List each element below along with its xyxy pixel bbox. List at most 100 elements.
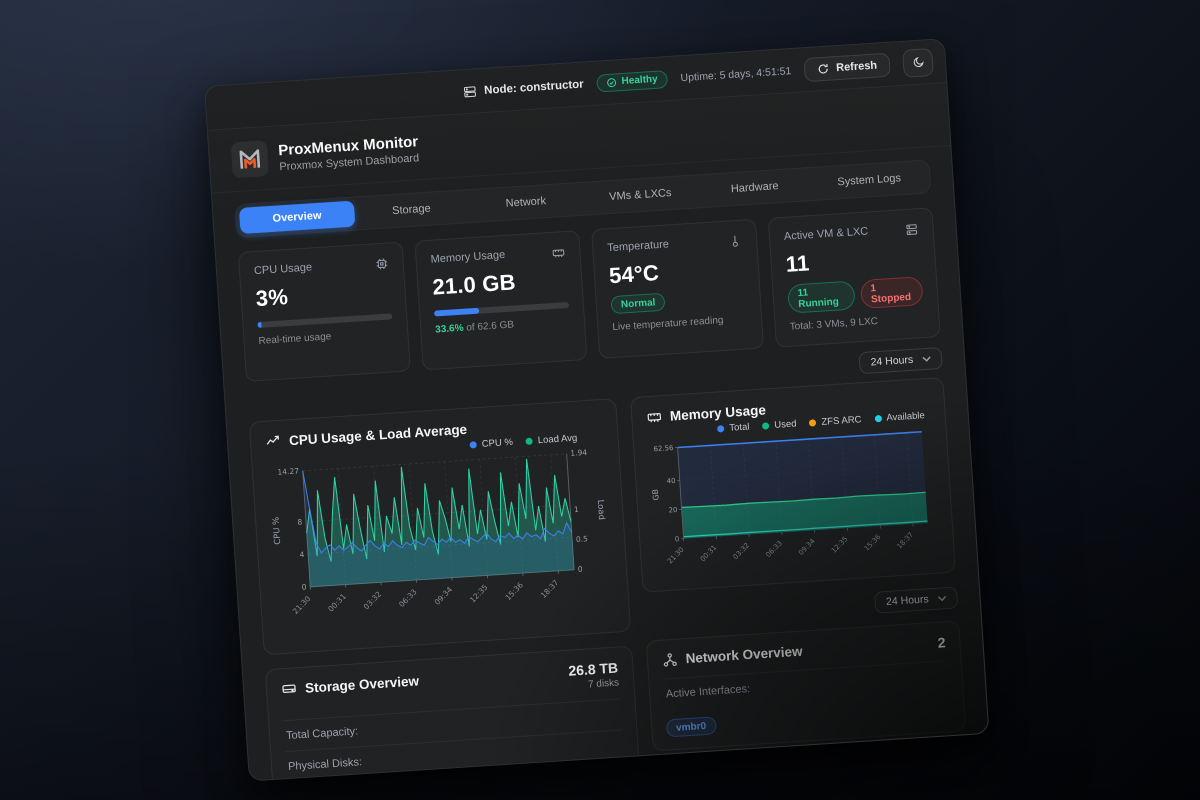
storage-total-value: 26.8 TB bbox=[567, 659, 619, 679]
time-range-select[interactable]: 24 Hours bbox=[858, 346, 943, 375]
svg-text:09:34: 09:34 bbox=[433, 585, 455, 607]
svg-text:03:32: 03:32 bbox=[731, 541, 751, 561]
network-interfaces-count: 2 bbox=[937, 633, 946, 651]
svg-text:06:33: 06:33 bbox=[397, 587, 419, 609]
memory-value: 21.0 GB bbox=[431, 269, 517, 300]
tab-hardware[interactable]: Hardware bbox=[730, 180, 779, 196]
temperature-status-badge: Normal bbox=[610, 292, 666, 315]
legend-dot-load bbox=[525, 437, 534, 445]
svg-text:06:33: 06:33 bbox=[764, 539, 784, 559]
legend-dot-used bbox=[762, 422, 770, 430]
network-title: Network Overview bbox=[685, 643, 803, 667]
chevron-down-icon bbox=[937, 595, 947, 601]
svg-text:14.27: 14.27 bbox=[277, 466, 299, 476]
legend-dot-zfs bbox=[809, 419, 817, 427]
svg-text:18:37: 18:37 bbox=[539, 578, 561, 600]
cpu-load-chart-card: CPU Usage & Load Average CPU % Load Avg … bbox=[248, 398, 631, 656]
svg-text:21:30: 21:30 bbox=[291, 594, 313, 616]
svg-text:1.94: 1.94 bbox=[570, 448, 587, 458]
memory-card-label: Memory Usage bbox=[430, 248, 506, 266]
cpu-load-chart: 21:30 00:31 03:32 06:33 09:34 12:35 15:36 18:37… bbox=[270, 448, 607, 616]
tab-system-logs[interactable]: System Logs bbox=[837, 172, 902, 189]
memory-icon bbox=[552, 249, 565, 258]
network-overview-card: Network Overview 2 Active Interfaces: vm… bbox=[645, 619, 967, 752]
svg-text:40: 40 bbox=[666, 477, 675, 486]
memory-detail: 33.6% of 62.6 GB bbox=[434, 319, 515, 336]
tab-network[interactable]: Network bbox=[505, 195, 547, 210]
temperature-value: 54°C bbox=[608, 260, 660, 289]
svg-text:12:35: 12:35 bbox=[468, 583, 490, 605]
svg-text:62.56: 62.56 bbox=[653, 444, 673, 453]
temperature-subtitle: Live temperature reading bbox=[612, 314, 724, 334]
svg-text:8: 8 bbox=[297, 517, 303, 526]
thermometer-icon bbox=[732, 235, 738, 247]
svg-text:20: 20 bbox=[668, 506, 677, 515]
svg-text:0: 0 bbox=[301, 582, 307, 591]
vm-card-label: Active VM & LXC bbox=[783, 225, 869, 243]
dashboard-window: Node: constructor Healthy Uptime: 5 days… bbox=[204, 38, 990, 782]
legend-dot-available bbox=[874, 414, 882, 423]
svg-text:21:30: 21:30 bbox=[666, 546, 686, 566]
moon-icon bbox=[913, 57, 924, 68]
check-circle-icon bbox=[607, 77, 617, 87]
vm-running-badge: 11 Running bbox=[787, 280, 856, 314]
memory-progress-fill bbox=[433, 307, 480, 317]
temperature-card-label: Temperature bbox=[606, 238, 670, 255]
svg-text:12:35: 12:35 bbox=[830, 535, 850, 555]
brand-header: ProxMenux Monitor Proxmox System Dashboa… bbox=[207, 83, 951, 194]
vm-stack-icon bbox=[906, 224, 918, 236]
svg-text:09:34: 09:34 bbox=[797, 537, 817, 557]
logo-m-icon bbox=[239, 149, 261, 169]
server-icon bbox=[464, 85, 477, 97]
svg-text:Load: Load bbox=[596, 499, 607, 520]
time-range-select-2[interactable]: 24 Hours bbox=[874, 586, 959, 614]
theme-toggle-button[interactable] bbox=[902, 47, 934, 78]
cpu-value: 3% bbox=[255, 284, 289, 312]
top-status-bar: Node: constructor Healthy Uptime: 5 days… bbox=[205, 39, 947, 131]
stat-cards-row: CPU Usage 3% Real-time usage Memory Usag… bbox=[237, 207, 941, 382]
cpu-icon bbox=[376, 258, 388, 270]
left-column: CPU Usage & Load Average CPU % Load Avg … bbox=[248, 398, 640, 782]
svg-text:03:32: 03:32 bbox=[362, 589, 384, 611]
svg-text:00:31: 00:31 bbox=[326, 592, 348, 614]
svg-text:15:36: 15:36 bbox=[862, 533, 882, 553]
storage-overview-card: Storage Overview 26.8 TB 7 disks Total C… bbox=[264, 645, 640, 782]
svg-text:CPU %: CPU % bbox=[270, 517, 282, 545]
refresh-icon bbox=[818, 63, 828, 74]
proxmenux-logo bbox=[230, 140, 269, 179]
svg-text:4: 4 bbox=[299, 550, 305, 559]
tab-storage[interactable]: Storage bbox=[391, 202, 432, 218]
svg-text:0: 0 bbox=[674, 535, 679, 543]
active-vm-lxc-card: Active VM & LXC 11 11 Running 1 Stopped … bbox=[767, 207, 941, 348]
storage-rows: Total Capacity: Physical Disks: bbox=[283, 698, 625, 782]
svg-text:15:36: 15:36 bbox=[503, 580, 525, 602]
temperature-card: Temperature 54°C Normal Live temperature… bbox=[591, 218, 765, 360]
memory-chart-card: Memory Usage Total Used ZFS ARC Availabl… bbox=[629, 376, 956, 593]
svg-text:0: 0 bbox=[578, 565, 584, 574]
node-indicator: Node: constructor bbox=[463, 77, 584, 99]
tab-vms-lxcs[interactable]: VMs & LXCs bbox=[608, 187, 672, 204]
svg-text:1: 1 bbox=[574, 505, 580, 514]
svg-text:0.5: 0.5 bbox=[576, 534, 589, 544]
memory-progress-track bbox=[433, 301, 570, 317]
cpu-progress-fill bbox=[257, 321, 262, 329]
memory-chip-icon bbox=[647, 413, 661, 423]
vm-total-subtitle: Total: 3 VMs, 9 LXC bbox=[789, 316, 879, 333]
svg-text:00:31: 00:31 bbox=[699, 544, 719, 564]
uptime-label: Uptime: 5 days, 4:51:51 bbox=[680, 64, 792, 84]
storage-disks-value: 7 disks bbox=[587, 677, 620, 691]
right-column: Memory Usage Total Used ZFS ARC Availabl… bbox=[629, 376, 967, 752]
chevron-down-icon bbox=[922, 356, 931, 362]
refresh-button[interactable]: Refresh bbox=[803, 52, 891, 82]
tab-overview[interactable]: Overview bbox=[238, 200, 356, 234]
node-label: Node: constructor bbox=[483, 78, 585, 97]
legend-dot-cpu bbox=[469, 441, 478, 449]
cpu-subtitle: Real-time usage bbox=[258, 331, 332, 347]
vm-count-value: 11 bbox=[784, 250, 811, 277]
memory-usage-chart: 21:30 00:31 03:32 06:33 09:34 12:35 15:36 18:37… bbox=[651, 430, 928, 566]
interface-badge: vmbr0 bbox=[665, 716, 717, 738]
memory-usage-card: Memory Usage 21.0 GB 33.6% of 62.6 GB bbox=[414, 230, 588, 371]
storage-title: Storage Overview bbox=[304, 673, 420, 696]
cpu-card-label: CPU Usage bbox=[253, 261, 313, 278]
vm-stopped-badge: 1 Stopped bbox=[859, 276, 924, 310]
